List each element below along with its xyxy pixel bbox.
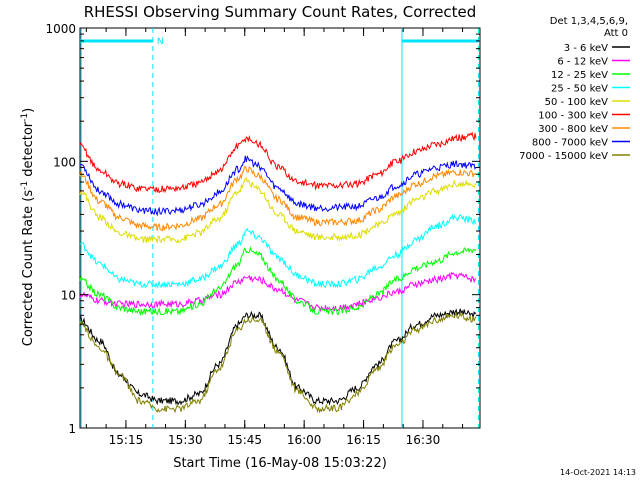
series-line-6 — [79, 165, 477, 232]
footer-date: 14-Oct-2021 14:13 — [560, 468, 636, 477]
series-line-2 — [79, 245, 477, 317]
y-tick-label: 10 — [61, 289, 76, 303]
series-line-7 — [79, 155, 477, 217]
y-tick-label: 1000 — [45, 22, 76, 36]
legend: Det 1,3,4,5,6,9,Att 0 3 - 6 keV 6 - 12 keV… — [519, 16, 630, 162]
legend-label: 800 - 7000 keV — [532, 138, 608, 149]
series-line-3 — [79, 213, 477, 289]
x-axis-label: Start Time (16-May-08 15:03:22) — [173, 456, 387, 471]
n-marker-label: N — [157, 37, 164, 47]
plot-area: N 1 10 100 1000 15:15 15:30 15:45 16:00 16:15 16:3… — [45, 22, 481, 447]
legend-label: 100 - 300 keV — [538, 111, 608, 122]
y-tick-label: 100 — [53, 155, 76, 169]
x-tick-label: 16:00 — [287, 433, 322, 447]
y-axis-label-part: Corrected Count Rate (s — [21, 190, 36, 347]
y-tick-label: 1 — [68, 422, 76, 436]
x-tick-label: 15:15 — [109, 433, 144, 447]
x-tick-label: 15:45 — [227, 433, 262, 447]
x-tick-label: 15:30 — [168, 433, 203, 447]
y-axis-label-part: detector — [21, 121, 36, 181]
series-line-5 — [79, 177, 477, 244]
legend-label: 3 - 6 keV — [564, 43, 608, 54]
y-axis-label-superscript: -1 — [20, 113, 30, 122]
legend-label: 300 - 800 keV — [538, 124, 608, 135]
y-axis-label-part: ) — [21, 108, 36, 113]
series-line-8 — [79, 131, 477, 194]
y-axis-label-superscript: -1 — [20, 181, 30, 190]
x-tick-label: 16:15 — [346, 433, 381, 447]
legend-label: 7000 - 15000 keV — [519, 151, 608, 162]
legend-label: 50 - 100 keV — [545, 97, 609, 108]
plot-frame — [79, 27, 481, 429]
legend-label: 6 - 12 keV — [557, 57, 608, 68]
y-axis-label: Corrected Count Rate (s-1 detector-1) — [20, 108, 36, 346]
legend-label: 25 - 50 keV — [551, 84, 608, 95]
legend-title-line: Det 1,3,4,5,6,9, — [550, 16, 628, 27]
chart-title: RHESSI Observing Summary Count Rates, Co… — [84, 3, 477, 21]
legend-label: 12 - 25 keV — [551, 70, 608, 81]
series-line-1 — [79, 271, 477, 313]
x-tick-label: 16:30 — [406, 433, 441, 447]
series-line-0 — [79, 308, 477, 406]
series-line-9 — [79, 312, 477, 414]
legend-title-line: Att 0 — [604, 28, 628, 39]
